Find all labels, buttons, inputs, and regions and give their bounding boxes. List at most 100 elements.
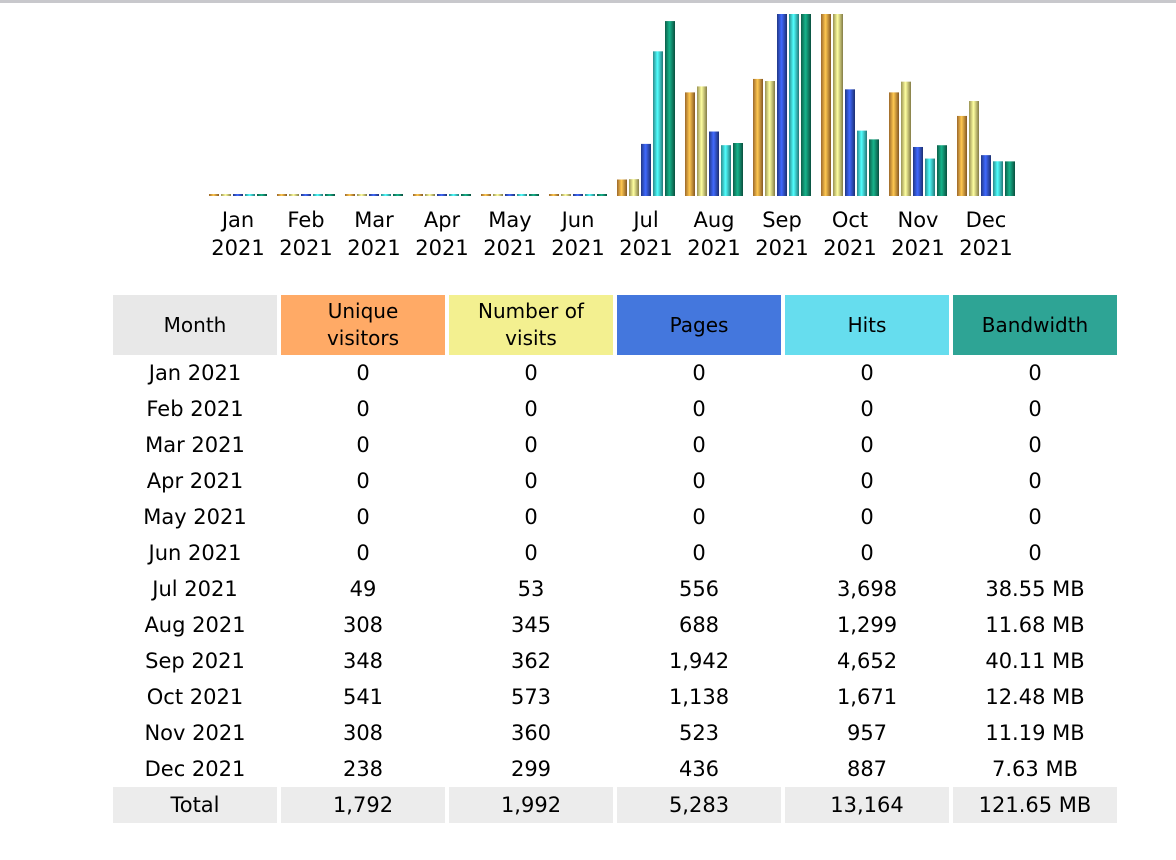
pages-cell: 0	[692, 397, 706, 421]
number-of-visits-bar	[425, 194, 435, 196]
hits-cell: 887	[846, 757, 888, 781]
number-of-visits-bar	[561, 194, 571, 196]
table-row: Nov 2021 308 360 523 957 11.19 MB	[113, 715, 1117, 751]
number-of-visits-column-header: Number of visits	[449, 295, 613, 355]
month-cell: Mar 2021	[145, 433, 245, 457]
unique-visitors-bar	[617, 179, 627, 196]
pages-bar	[845, 89, 855, 196]
bandwidth-cell: 38.55 MB	[985, 577, 1085, 601]
pages-bar	[437, 194, 447, 196]
number-of-visits-bar	[833, 14, 843, 196]
bandwidth-bar	[665, 21, 675, 196]
bandwidth-bar	[597, 194, 607, 196]
bandwidth-bar	[1005, 161, 1015, 196]
hits-column-header: Hits	[785, 295, 949, 355]
number-of-visits-cell: 0	[524, 469, 538, 493]
hits-bar	[381, 194, 391, 196]
table-row: May 2021 0 0 0 0 0	[113, 499, 1117, 535]
x-axis-year-label: 2021	[687, 236, 740, 260]
number-of-visits-bar	[901, 81, 911, 196]
unique-visitors-cell: 0	[356, 541, 370, 565]
month-cell: Dec 2021	[144, 757, 246, 781]
bandwidth-cell: 0	[1028, 361, 1042, 385]
hits-bar	[721, 145, 731, 196]
unique-visitors-bar	[549, 194, 559, 196]
number-of-visits-bar	[493, 194, 503, 196]
x-axis-year-label: 2021	[211, 236, 264, 260]
number-of-visits-bar	[697, 86, 707, 196]
hits-bar	[245, 194, 255, 196]
unique-visitors-cell: 0	[356, 469, 370, 493]
pages-cell: 523	[678, 721, 720, 745]
hits-cell: 0	[860, 505, 874, 529]
number-of-visits-cell: 345	[510, 613, 552, 637]
table-body: Jan 2021 0 0 0 0 0 Feb 2021 0 0 0 0 0 Mar 2021 0 0 0 0…	[113, 355, 1117, 823]
bandwidth-bar	[529, 194, 539, 196]
unique-visitors-bar	[957, 115, 967, 196]
unique-visitors-cell: 348	[342, 649, 384, 673]
pages-bar	[709, 131, 719, 196]
month-cell: Jun 2021	[148, 541, 242, 565]
x-axis-year-label: 2021	[619, 236, 672, 260]
pages-cell: 0	[692, 469, 706, 493]
unique-visitors-cell: 49	[349, 577, 377, 601]
number-of-visits-cell: 362	[510, 649, 552, 673]
pages-column-header: Pages	[617, 295, 781, 355]
bandwidth-cell: 0	[1028, 505, 1042, 529]
bandwidth-cell: 0	[1028, 541, 1042, 565]
x-axis-month-label: Sep	[762, 208, 802, 232]
month-cell: Apr 2021	[146, 469, 244, 493]
hits-cell: 0	[860, 397, 874, 421]
table-row: Sep 2021 348 362 1,942 4,652 40.11 MB	[113, 643, 1117, 679]
month-cell: Aug 2021	[144, 613, 246, 637]
pages-bar	[777, 14, 787, 196]
x-axis-month-label: Oct	[832, 208, 868, 232]
hits-bar	[517, 194, 527, 196]
table-row: Jan 2021 0 0 0 0 0	[113, 355, 1117, 391]
pages-bar	[641, 143, 651, 196]
unique-visitors-bar	[753, 78, 763, 196]
table-row: Dec 2021 238 299 436 887 7.63 MB	[113, 751, 1117, 787]
bandwidth-column-header: Bandwidth	[953, 295, 1117, 355]
x-axis-month-label: Feb	[287, 208, 324, 232]
number-of-visits-cell: 360	[510, 721, 552, 745]
hits-bar	[313, 194, 323, 196]
hits-bar	[857, 130, 867, 196]
x-axis-year-label: 2021	[959, 236, 1012, 260]
x-axis-year-label: 2021	[483, 236, 536, 260]
bandwidth-bar	[937, 145, 947, 196]
x-axis-year-label: 2021	[551, 236, 604, 260]
x-axis-month-label: Jun	[560, 208, 595, 232]
pages-cell: 0	[692, 505, 706, 529]
pages-bar	[913, 146, 923, 196]
number-of-visits-cell: 0	[524, 397, 538, 421]
x-axis-month-label: Aug	[693, 208, 734, 232]
number-of-visits-bar	[969, 101, 979, 196]
number-of-visits-cell: 573	[510, 685, 552, 709]
hits-cell: 0	[860, 541, 874, 565]
bandwidth-cell: 7.63 MB	[992, 757, 1078, 781]
unique-visitors-bar	[889, 92, 899, 196]
unique-visitors-header-line2: visitors	[326, 326, 400, 350]
month-header-label: Month	[163, 312, 227, 337]
number-of-visits-cell: 299	[510, 757, 552, 781]
bandwidth-cell: 11.68 MB	[985, 613, 1085, 637]
hits-cell: 1,671	[836, 685, 898, 709]
pages-bar	[301, 194, 311, 196]
table-row: Feb 2021 0 0 0 0 0	[113, 391, 1117, 427]
total-number-of-visits-cell: 1,992	[449, 787, 613, 823]
unique-visitors-cell: 0	[356, 397, 370, 421]
unique-visitors-cell: 0	[356, 361, 370, 385]
unique-visitors-bar	[277, 194, 287, 196]
unique-visitors-header-line1: Unique	[327, 299, 399, 323]
pages-cell: 1,942	[668, 649, 730, 673]
month-column-header: Month	[113, 295, 277, 355]
pages-cell: 436	[678, 757, 720, 781]
hits-bar	[925, 158, 935, 196]
unique-visitors-cell: 541	[342, 685, 384, 709]
x-axis-month-label: Jul	[631, 208, 658, 232]
hits-cell: 4,652	[836, 649, 898, 673]
total-row: Total 1,792 1,992 5,283 13,164 121.65 MB	[113, 787, 1117, 823]
table-row: Aug 2021 308 345 688 1,299 11.68 MB	[113, 607, 1117, 643]
unique-visitors-bar	[209, 194, 219, 196]
